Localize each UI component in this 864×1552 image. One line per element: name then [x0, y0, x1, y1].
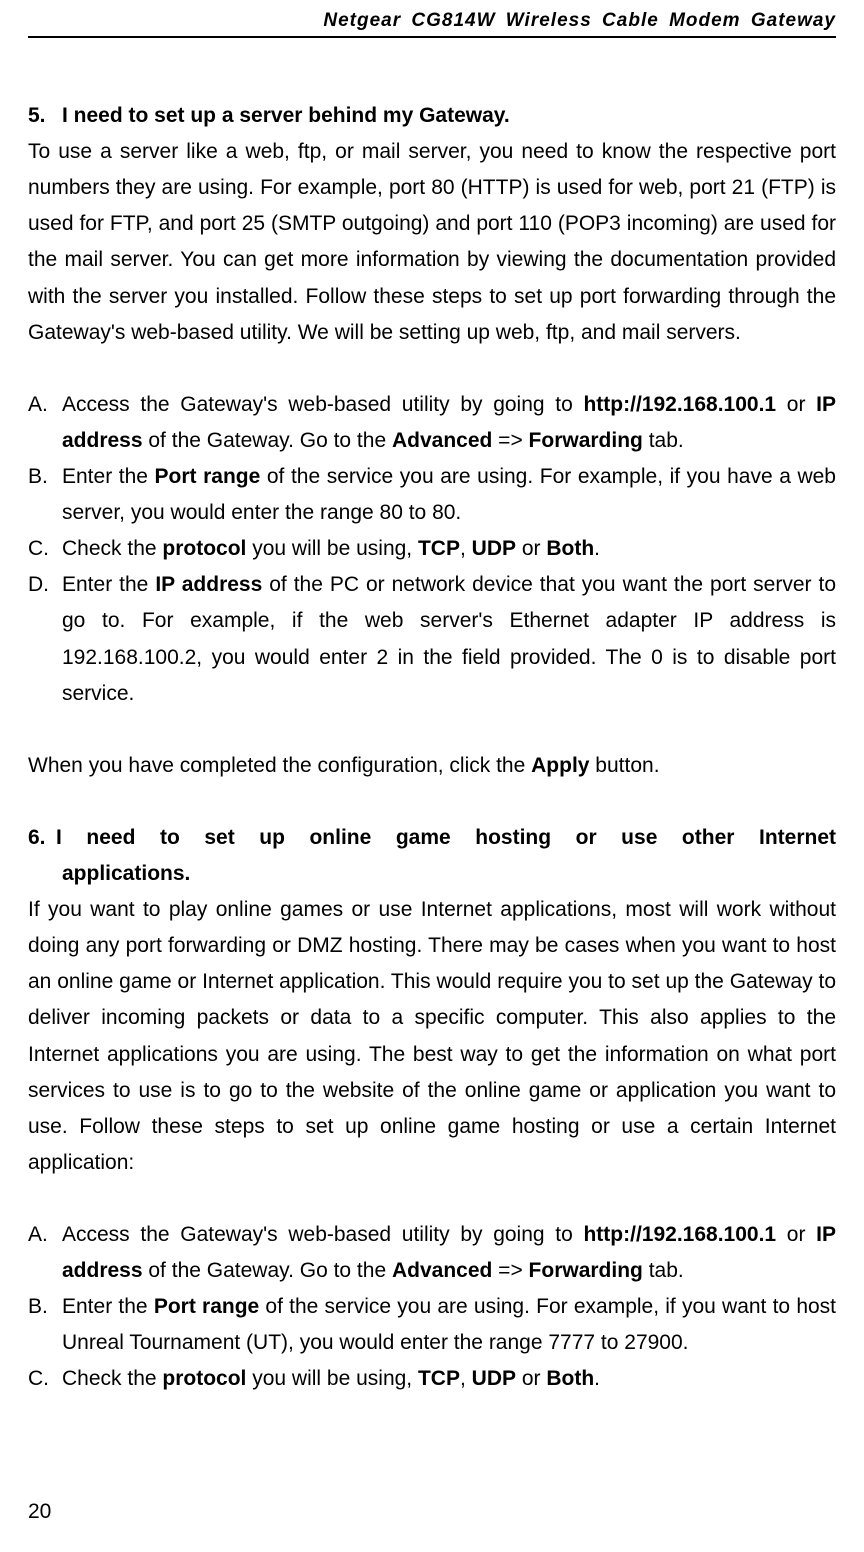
page-header: Netgear CG814W Wireless Cable Modem Gate…	[28, 10, 836, 38]
section-6-item-c: C.Check the protocol you will be using, …	[28, 1361, 836, 1397]
spacer	[28, 784, 836, 820]
bold-text: UDP	[472, 537, 516, 560]
section-6-item-b: B.Enter the Port range of the service yo…	[28, 1289, 836, 1361]
text: Enter the	[62, 1295, 154, 1318]
text: of the Gateway. Go to the	[143, 429, 392, 452]
text: or	[776, 1223, 816, 1246]
section-6-item-a: A.Access the Gateway's web-based utility…	[28, 1217, 836, 1289]
item-letter: B.	[28, 1289, 62, 1325]
text: Check the	[62, 537, 162, 560]
text: Access the Gateway's web-based utility b…	[62, 393, 583, 416]
section-6-number: 6.	[28, 820, 56, 856]
spacer	[28, 1181, 836, 1217]
bold-text: TCP	[418, 1367, 460, 1390]
text: =>	[492, 1259, 528, 1282]
bold-text: Apply	[531, 754, 589, 777]
bold-text: Advanced	[392, 429, 492, 452]
bold-text: protocol	[162, 1367, 246, 1390]
section-6-title-line2: applications.	[28, 856, 190, 892]
section-6-intro: If you want to play online games or use …	[28, 892, 836, 1181]
bold-text: Port range	[154, 1295, 259, 1318]
text: .	[594, 1367, 600, 1390]
bold-text: protocol	[162, 537, 246, 560]
bold-text: Forwarding	[529, 1259, 643, 1282]
text: or	[516, 537, 546, 560]
document-page: Netgear CG814W Wireless Cable Modem Gate…	[0, 0, 864, 1552]
bold-text: Both	[546, 1367, 594, 1390]
spacer	[28, 351, 836, 387]
text: you will be using,	[246, 1367, 418, 1390]
bold-text: http://192.168.100.1	[583, 1223, 776, 1246]
bold-text: Forwarding	[529, 429, 643, 452]
bold-text: Port range	[155, 465, 261, 488]
bold-text: Both	[546, 537, 594, 560]
bold-text: Advanced	[392, 1259, 492, 1282]
bold-text: TCP	[418, 537, 460, 560]
section-5-number: 5.	[28, 98, 62, 134]
section-6-heading: 6.I need to set up online game hosting o…	[28, 820, 836, 892]
text: .	[594, 537, 600, 560]
text: Enter the	[62, 573, 155, 596]
item-letter: D.	[28, 567, 62, 603]
section-5-title: I need to set up a server behind my Gate…	[62, 98, 510, 134]
item-letter: C.	[28, 1361, 62, 1397]
bold-text: UDP	[472, 1367, 516, 1390]
section-6-title-line1: I need to set up online game hosting or …	[56, 826, 836, 849]
spacer	[28, 712, 836, 748]
section-5-intro: To use a server like a web, ftp, or mail…	[28, 134, 836, 351]
section-5-item-a: A.Access the Gateway's web-based utility…	[28, 387, 836, 459]
text: tab.	[643, 429, 684, 452]
section-5-closing: When you have completed the configuratio…	[28, 748, 836, 784]
text: Access the Gateway's web-based utility b…	[62, 1223, 583, 1246]
section-5-item-b: B.Enter the Port range of the service yo…	[28, 459, 836, 531]
header-title: Netgear CG814W Wireless Cable Modem Gate…	[323, 10, 836, 31]
text: button.	[589, 754, 659, 777]
page-number: 20	[28, 1500, 51, 1524]
text: or	[516, 1367, 546, 1390]
bold-text: http://192.168.100.1	[583, 393, 776, 416]
text: Check the	[62, 1367, 162, 1390]
text: ,	[460, 537, 472, 560]
text: tab.	[643, 1259, 684, 1282]
item-letter: C.	[28, 531, 62, 567]
section-5-heading: 5. I need to set up a server behind my G…	[28, 98, 836, 134]
item-letter: B.	[28, 459, 62, 495]
section-5-item-d: D.Enter the IP address of the PC or netw…	[28, 567, 836, 711]
text: =>	[492, 429, 528, 452]
text: When you have completed the configuratio…	[28, 754, 531, 777]
text: ,	[460, 1367, 472, 1390]
item-letter: A.	[28, 1217, 62, 1253]
item-letter: A.	[28, 387, 62, 423]
text: or	[776, 393, 816, 416]
text: of the Gateway. Go to the	[143, 1259, 392, 1282]
text: you will be using,	[246, 537, 418, 560]
text: Enter the	[62, 465, 155, 488]
section-5-item-c: C.Check the protocol you will be using, …	[28, 531, 836, 567]
bold-text: IP address	[155, 573, 262, 596]
page-content: 5. I need to set up a server behind my G…	[28, 98, 836, 1398]
